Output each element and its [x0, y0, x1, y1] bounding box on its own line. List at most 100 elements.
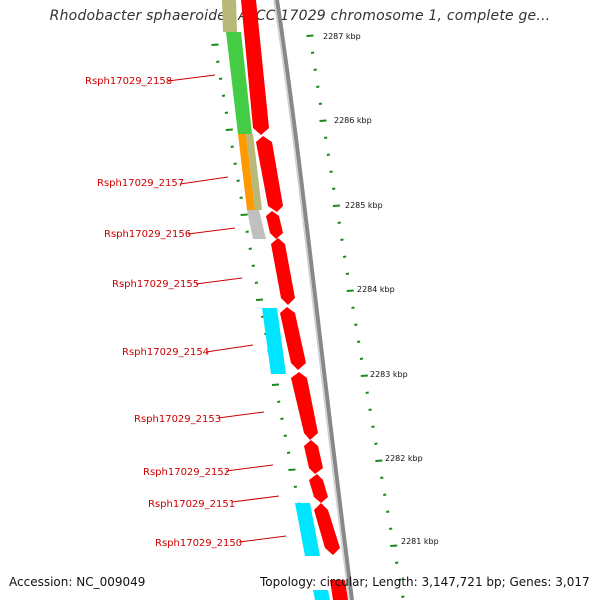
backbone-line — [275, 0, 354, 600]
tick-mark — [286, 451, 291, 454]
tick-mark — [310, 51, 315, 54]
outer-strand-genes — [222, 0, 330, 600]
tick-mark — [306, 34, 314, 37]
cds-olive[interactable] — [222, 0, 237, 32]
tick-mark — [340, 238, 344, 241]
tick-mark — [354, 323, 358, 326]
gene-label-2155[interactable]: Rsph17029_2155 — [112, 279, 199, 290]
leader-2151 — [231, 495, 280, 503]
tick-mark — [318, 102, 323, 105]
tick-mark — [288, 468, 296, 471]
genome-summary-text: Topology: circular; Length: 3,147,721 bp… — [260, 575, 590, 589]
tick-mark — [211, 43, 219, 46]
tick-mark — [248, 247, 252, 250]
gene-label-2157[interactable]: Rsph17029_2157 — [97, 178, 184, 189]
leader-2152 — [225, 464, 274, 472]
scale-label-2286: 2286 kbp — [334, 116, 372, 125]
tick-mark — [293, 485, 297, 488]
gene-label-2151[interactable]: Rsph17029_2151 — [148, 499, 235, 510]
cds-red-2150[interactable] — [314, 503, 340, 555]
cds-cyan-2154[interactable] — [262, 308, 286, 374]
tick-mark — [380, 476, 384, 479]
gene-label-2158[interactable]: Rsph17029_2158 — [85, 76, 172, 87]
tick-mark — [375, 459, 383, 462]
tick-mark — [283, 434, 287, 437]
cds-cyan-2150[interactable] — [295, 503, 320, 556]
tick-mark — [351, 306, 355, 309]
leader-2153 — [217, 411, 265, 419]
cds-red-2155[interactable] — [271, 238, 295, 305]
cds-red-2151[interactable] — [309, 474, 328, 503]
backbone-highlight — [273, 0, 350, 600]
gene-label-2156[interactable]: Rsph17029_2156 — [104, 229, 191, 240]
leader-2156 — [187, 227, 236, 235]
tick-mark — [216, 60, 220, 63]
tick-mark — [368, 408, 372, 411]
tick-mark — [245, 230, 249, 233]
cds-red-2154[interactable] — [280, 307, 306, 370]
tick-mark — [401, 595, 405, 598]
leader-2155 — [195, 277, 243, 285]
tick-mark — [271, 383, 280, 386]
cds-red-2156[interactable] — [266, 211, 283, 239]
tick-mark — [324, 136, 328, 139]
accession-text: Accession: NC_009049 — [9, 575, 146, 589]
tick-mark — [395, 561, 399, 564]
scale-label-2287: 2287 kbp — [323, 32, 361, 41]
gene-label-2153[interactable]: Rsph17029_2153 — [134, 414, 221, 425]
tick-mark — [225, 128, 233, 131]
tick-mark — [277, 400, 281, 403]
tick-mark — [221, 94, 226, 97]
tick-mark — [316, 85, 320, 88]
tick-mark — [319, 119, 327, 122]
tick-mark — [280, 417, 284, 420]
tick-mark — [254, 281, 259, 284]
tick-mark — [386, 510, 390, 513]
tick-mark — [326, 153, 331, 156]
tick-mark — [374, 442, 378, 445]
tick-mark — [360, 374, 368, 377]
cds-olive-2157[interactable] — [246, 134, 262, 210]
scale-labels: 2287 kbp 2286 kbp 2285 kbp 2284 kbp 2283… — [323, 32, 439, 546]
gene-label-2152[interactable]: Rsph17029_2152 — [143, 467, 230, 478]
leader-2154 — [205, 344, 254, 353]
tick-mark — [337, 221, 341, 224]
tick-mark — [239, 196, 243, 199]
scale-label-2282: 2282 kbp — [385, 454, 423, 463]
cds-gray-2156[interactable] — [247, 210, 266, 239]
tick-mark — [236, 179, 240, 182]
outer-tick-marks — [306, 34, 405, 598]
scale-label-2283: 2283 kbp — [370, 370, 408, 379]
cds-red-bottom[interactable] — [330, 580, 348, 600]
cds-orange-2157[interactable] — [238, 134, 255, 210]
cds-red-2152[interactable] — [304, 440, 323, 474]
map-title: Rhodobacter sphaeroides ATCC 17029 chrom… — [49, 8, 551, 24]
tick-mark — [383, 493, 387, 496]
tick-mark — [356, 340, 361, 343]
gene-label-2154[interactable]: Rsph17029_2154 — [122, 347, 209, 358]
scale-label-2281: 2281 kbp — [401, 537, 439, 546]
scale-label-2285: 2285 kbp — [345, 201, 383, 210]
cds-green-2158[interactable] — [226, 32, 252, 134]
tick-mark — [332, 204, 341, 207]
inner-strand-genes — [241, 0, 348, 600]
tick-mark — [233, 162, 237, 165]
tick-mark — [240, 213, 248, 216]
tick-mark — [390, 544, 398, 547]
scale-label-2284: 2284 kbp — [357, 285, 395, 294]
tick-mark — [365, 391, 369, 394]
tick-mark — [332, 187, 336, 190]
cds-cyan-bottom[interactable] — [313, 590, 330, 600]
gene-labels: Rsph17029_2158 Rsph17029_2157 Rsph17029_… — [85, 74, 287, 549]
cds-red-2153[interactable] — [291, 372, 318, 440]
cds-red-top[interactable] — [241, 0, 269, 135]
tick-mark — [251, 264, 255, 267]
tick-mark — [313, 68, 317, 71]
tick-mark — [342, 255, 347, 258]
tick-mark — [255, 298, 264, 301]
cds-red-2157[interactable] — [256, 136, 283, 212]
tick-mark — [371, 425, 375, 428]
tick-mark — [224, 111, 229, 114]
gene-label-2150[interactable]: Rsph17029_2150 — [155, 538, 242, 549]
